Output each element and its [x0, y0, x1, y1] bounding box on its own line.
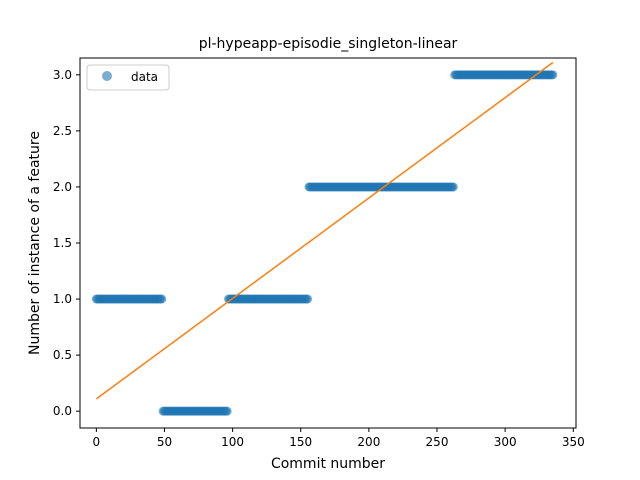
x-tick-label: 250 [426, 435, 449, 449]
data-point [548, 70, 558, 80]
y-tick-label: 2.5 [53, 124, 72, 138]
data-point [157, 294, 167, 304]
x-tick-label: 0 [93, 435, 101, 449]
y-tick-label: 0.0 [53, 404, 72, 418]
y-tick-label: 2.0 [53, 180, 72, 194]
data-point [448, 182, 458, 192]
y-tick-label: 1.5 [53, 236, 72, 250]
x-tick-label: 200 [357, 435, 380, 449]
legend: data [86, 64, 170, 91]
x-axis-label: Commit number [271, 456, 385, 472]
y-tick-label: 3.0 [53, 68, 72, 82]
y-axis-label: Number of instance of a feature [27, 131, 43, 355]
y-tick-label: 1.0 [53, 292, 72, 306]
x-tick-label: 100 [221, 435, 244, 449]
chart-title: pl-hypeapp-episodie_singleton-linear [199, 36, 458, 52]
x-tick-label: 50 [157, 435, 172, 449]
legend-marker [102, 71, 112, 81]
legend-entry-data: data [131, 70, 158, 84]
x-tick-label: 300 [494, 435, 517, 449]
fit-line [95, 61, 554, 400]
plot-area [91, 61, 558, 416]
x-tick-label: 350 [562, 435, 585, 449]
data-point [222, 406, 232, 416]
x-tick-label: 150 [289, 435, 312, 449]
data-point [303, 294, 313, 304]
y-tick-label: 0.5 [53, 348, 72, 362]
axis-ticks: 0 50 100 150 200 250 300 350 0.0 0.5 1.0 1.5 2.0 2.5 3… [53, 68, 585, 449]
